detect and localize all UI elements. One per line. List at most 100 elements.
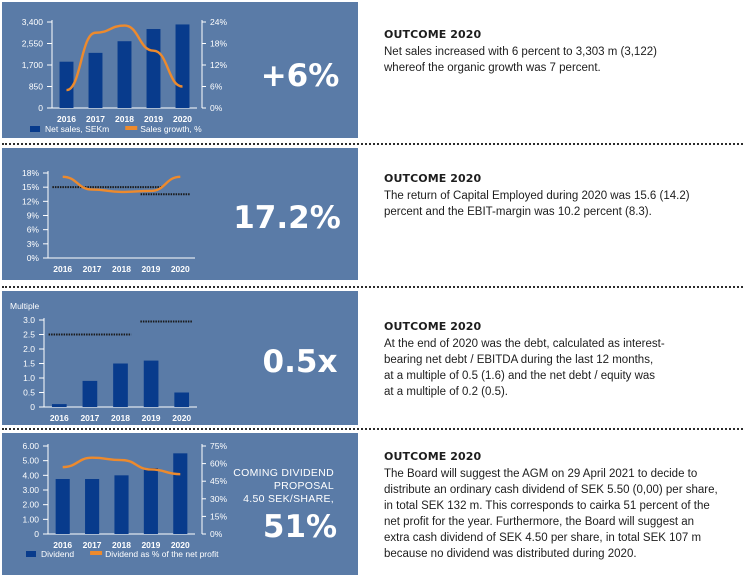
x-tick-label: 2016 — [57, 114, 76, 124]
outcome-net-sales: OUTCOME 2020 Net sales increased with 6 … — [384, 28, 734, 76]
dividend-chart: 6.00 5.00 4.00 3.00 2.00 1.00 0 75% 60% 45% 30% 15%… — [22, 441, 227, 559]
y-tick-label: 0 — [34, 529, 39, 539]
x-tick-label: 2017 — [83, 264, 102, 274]
bar-2020 — [173, 453, 188, 534]
y-axis-label: Multiple — [10, 301, 40, 311]
outcome-title: OUTCOME 2020 — [384, 172, 482, 185]
y-tick-label: 12% — [22, 196, 39, 206]
outcome-text: At the end of 2020 was the debt, calcula… — [384, 338, 665, 398]
x-tick-label: 2020 — [173, 114, 192, 124]
bar-2019 — [146, 29, 161, 108]
y2-tick-label: 24% — [210, 17, 227, 27]
y-tick-label: 9% — [27, 211, 40, 221]
x-tick-label: 2020 — [172, 413, 191, 423]
y2-tick-label: 15% — [210, 511, 227, 521]
y-tick-label: 6.00 — [22, 441, 39, 451]
bar-2018 — [114, 475, 129, 534]
series-line — [62, 175, 181, 194]
bar-2018 — [117, 41, 132, 109]
legend-swatch-bar — [26, 551, 36, 557]
chart-panel-dividend: 6.00 5.00 4.00 3.00 2.00 1.00 0 75% 60% 45% 30% 15%… — [2, 433, 358, 575]
debt-chart: Multiple 3.0 2.5 2.0 1.5 1.0 0.5 0 2016 2017 2018 2… — [10, 301, 197, 423]
y-tick-label: 1,700 — [22, 60, 44, 70]
y-tick-label: 3.0 — [23, 315, 35, 325]
x-tick-label: 2017 — [83, 540, 102, 550]
y-tick-label: 2.0 — [23, 344, 35, 354]
y2-tick-label: 6% — [210, 82, 223, 92]
x-tick-label: 2019 — [141, 264, 160, 274]
y-tick-label: 0 — [30, 402, 35, 412]
outcome-debt: OUTCOME 2020 At the end of 2020 was the … — [384, 320, 734, 400]
proposal-line: COMING DIVIDEND — [233, 467, 334, 479]
chart-panel-debt: Multiple 3.0 2.5 2.0 1.5 1.0 0.5 0 2016 2017 2018 2… — [2, 291, 358, 425]
x-tick-label: 2020 — [171, 264, 190, 274]
bar-2017 — [88, 52, 103, 108]
y2-tick-label: 75% — [210, 441, 227, 451]
y-tick-label: 1.00 — [22, 514, 39, 524]
y-tick-label: 6% — [27, 225, 40, 235]
bar-2020 — [174, 392, 190, 407]
x-tick-label: 2018 — [112, 540, 131, 550]
y-tick-label: 3,400 — [22, 17, 44, 27]
x-tick-label: 2017 — [80, 413, 99, 423]
separator — [2, 286, 743, 288]
x-tick-label: 2018 — [111, 413, 130, 423]
y2-tick-label: 12% — [210, 60, 227, 70]
x-tick-label: 2019 — [144, 114, 163, 124]
x-tick-label: 2018 — [115, 114, 134, 124]
x-tick-label: 2016 — [50, 413, 69, 423]
bar-2017 — [82, 380, 98, 407]
chart-panel-net-sales: 3,400 2,550 1,700 850 0 24% 18% 12% 6% 0% 2016 2017… — [2, 2, 358, 138]
y-tick-label: 850 — [29, 82, 43, 92]
legend-label: Net sales, SEKm — [45, 124, 109, 134]
legend-swatch-line — [125, 126, 138, 130]
y2-tick-label: 60% — [210, 459, 227, 469]
bar-2019 — [143, 360, 159, 407]
bar-2019 — [143, 468, 158, 534]
y-tick-label: 5.00 — [22, 456, 39, 466]
separator — [2, 143, 743, 145]
outcome-title: OUTCOME 2020 — [384, 320, 482, 333]
big-value-net-sales: +6% — [260, 58, 340, 94]
outcome-text: The return of Capital Employed during 20… — [384, 190, 690, 218]
outcome-dividend: OUTCOME 2020 The Board will suggest the … — [384, 450, 734, 562]
big-value-dividend: 51% — [262, 509, 338, 545]
y2-tick-label: 45% — [210, 476, 227, 486]
y-tick-label: 4.00 — [22, 470, 39, 480]
y2-tick-label: 30% — [210, 494, 227, 504]
return-chart: 18% 15% 12% 9% 6% 3% 0% 2016 2017 2018 2019 2020 — [22, 168, 195, 274]
y-tick-label: 1.5 — [23, 359, 35, 369]
y-tick-label: 0.5 — [23, 388, 35, 398]
bar-2016 — [59, 61, 74, 108]
x-tick-label: 2017 — [86, 114, 105, 124]
series-line — [62, 456, 181, 476]
y2-tick-label: 18% — [210, 39, 227, 49]
x-tick-label: 2020 — [171, 540, 190, 550]
y-tick-label: 1.0 — [23, 373, 35, 383]
y-tick-label: 0% — [27, 253, 40, 263]
bar-2017 — [85, 479, 100, 534]
y-tick-label: 0 — [38, 103, 43, 113]
outcome-text: The Board will suggest the AGM on 29 Apr… — [384, 468, 718, 560]
y-tick-label: 3.00 — [22, 485, 39, 495]
y-tick-label: 15% — [22, 182, 39, 192]
bar-2016 — [55, 479, 70, 534]
net-sales-chart: 3,400 2,550 1,700 850 0 24% 18% 12% 6% 0% 2016 2017… — [22, 17, 228, 134]
big-value-return: 17.2% — [233, 200, 341, 236]
x-tick-label: 2016 — [53, 264, 72, 274]
legend-swatch-bar — [30, 126, 40, 132]
bar-2016 — [51, 404, 67, 407]
outcome-return: OUTCOME 2020 The return of Capital Emplo… — [384, 172, 734, 220]
y2-tick-label: 0% — [210, 529, 223, 539]
legend-swatch-line — [90, 551, 103, 555]
outcome-title: OUTCOME 2020 — [384, 28, 482, 41]
dividend-proposal: COMING DIVIDEND PROPOSAL 4.50 SEK/SHARE, — [230, 467, 334, 506]
y-tick-label: 18% — [22, 168, 39, 178]
y-tick-label: 3% — [27, 239, 40, 249]
y-tick-label: 2.00 — [22, 500, 39, 510]
chart-panel-return: 18% 15% 12% 9% 6% 3% 0% 2016 2017 2018 2019 2020 17… — [2, 148, 358, 280]
x-tick-label: 2018 — [112, 264, 131, 274]
separator — [2, 428, 743, 430]
outcome-text: Net sales increased with 6 percent to 3,… — [384, 46, 657, 74]
legend-label: Dividend — [41, 549, 74, 559]
